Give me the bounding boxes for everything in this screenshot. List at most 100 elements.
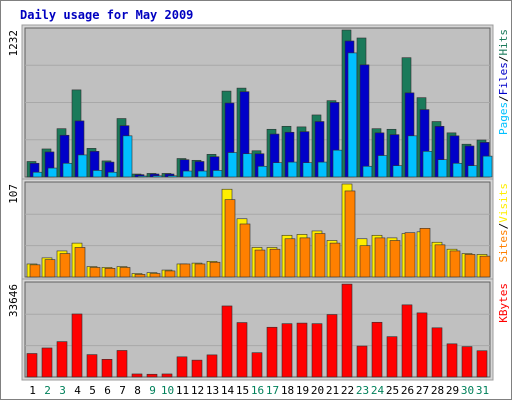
bar-kbytes-27 [416, 312, 428, 378]
bar-kbytes-22 [341, 283, 353, 378]
legend-top: Pages/Files/Hits [497, 29, 510, 135]
bar-kbytes-2 [41, 347, 53, 378]
bar-pages-29 [452, 162, 463, 178]
bar-kbytes-31 [476, 350, 488, 378]
x-axis-labels: 1 2 3 4 5 6 7 8 9 10 11 12 13 14 15 16 17 18 19 20 21 22 23 24 2… [29, 384, 489, 397]
bar-kbytes-21 [326, 314, 338, 378]
bar-sites-7 [119, 267, 131, 278]
bar-pages-15 [242, 153, 253, 178]
bar-pages-7 [122, 135, 133, 178]
bar-kbytes-6 [101, 359, 113, 378]
bar-sites-21 [329, 242, 341, 278]
x-tick-label-28: 28 [431, 384, 444, 397]
bar-pages-24 [377, 155, 388, 178]
legend-item: Hits [497, 29, 510, 56]
x-tick-label-7: 7 [119, 384, 126, 397]
bar-sites-8 [134, 274, 146, 278]
bar-pages-25 [392, 165, 403, 178]
bar-kbytes-5 [86, 354, 98, 378]
panel-middle: 107 Sites/Visits [7, 178, 510, 281]
bar-sites-15 [239, 223, 251, 278]
bar-pages-2 [47, 167, 58, 178]
bar-pages-26 [407, 135, 418, 178]
bar-kbytes-15 [236, 322, 248, 378]
bar-kbytes-26 [401, 304, 413, 378]
x-tick-label-29: 29 [446, 384, 459, 397]
bar-kbytes-18 [281, 323, 293, 378]
bar-sites-27 [419, 228, 431, 278]
bar-sites-25 [389, 240, 401, 278]
chart-panels: 1232 Pages/Files/Hits 107 Sites/Visits 33646… [7, 24, 510, 381]
x-tick-label-14: 14 [221, 384, 235, 397]
bar-pages-1 [32, 171, 43, 178]
x-tick-label-4: 4 [74, 384, 81, 397]
y-max-label: 107 [7, 184, 20, 204]
bar-sites-13 [209, 261, 221, 278]
legend-item: Sites [497, 229, 510, 262]
legend-item: KBytes [497, 283, 510, 323]
x-tick-label-21: 21 [326, 384, 339, 397]
bar-kbytes-23 [356, 345, 368, 378]
bar-kbytes-28 [431, 327, 443, 378]
bar-sites-31 [479, 255, 491, 278]
bar-pages-3 [62, 162, 73, 178]
bar-pages-23 [362, 165, 373, 178]
bar-sites-14 [224, 199, 236, 278]
bar-kbytes-16 [251, 352, 263, 378]
bar-pages-27 [422, 151, 433, 178]
x-tick-label-30: 30 [461, 384, 474, 397]
bar-pages-20 [317, 161, 328, 178]
bar-pages-6 [107, 171, 118, 178]
x-tick-label-17: 17 [266, 384, 279, 397]
bar-sites-6 [104, 268, 116, 278]
bar-pages-4 [77, 154, 88, 178]
legend-middle: Sites/Visits [497, 183, 510, 263]
bar-kbytes-10 [161, 373, 173, 378]
bar-pages-18 [287, 161, 298, 178]
bar-pages-21 [332, 149, 343, 178]
bar-pages-17 [272, 162, 283, 178]
bar-pages-9 [152, 175, 163, 178]
bar-kbytes-29 [446, 343, 458, 378]
bar-kbytes-1 [26, 353, 38, 378]
bar-sites-20 [314, 233, 326, 278]
bar-sites-19 [299, 237, 311, 278]
x-tick-label-16: 16 [251, 384, 264, 397]
bar-kbytes-8 [131, 373, 143, 378]
x-tick-label-12: 12 [191, 384, 204, 397]
bar-kbytes-13 [206, 354, 218, 378]
bar-kbytes-19 [296, 322, 308, 378]
bar-pages-22 [347, 52, 358, 178]
x-tick-label-19: 19 [296, 384, 309, 397]
bar-kbytes-24 [371, 321, 383, 378]
bar-sites-18 [284, 238, 296, 278]
x-tick-label-6: 6 [104, 384, 111, 397]
x-tick-label-20: 20 [311, 384, 324, 397]
bar-pages-30 [467, 165, 478, 178]
x-tick-label-9: 9 [149, 384, 156, 397]
bar-sites-10 [164, 270, 176, 278]
x-tick-label-27: 27 [416, 384, 429, 397]
legend-bottom: KBytes [497, 283, 510, 323]
x-tick-label-24: 24 [371, 384, 385, 397]
bar-pages-16 [257, 165, 268, 178]
x-tick-label-10: 10 [161, 384, 174, 397]
bar-pages-8 [137, 175, 148, 178]
x-tick-label-1: 1 [29, 384, 36, 397]
bar-kbytes-17 [266, 326, 278, 378]
bar-sites-17 [269, 248, 281, 278]
bar-pages-19 [302, 162, 313, 178]
bar-sites-4 [74, 247, 86, 278]
x-tick-label-31: 31 [476, 384, 489, 397]
bar-pages-13 [212, 170, 223, 178]
bar-sites-2 [44, 259, 56, 278]
x-tick-label-23: 23 [356, 384, 369, 397]
bar-sites-26 [404, 232, 416, 278]
bar-kbytes-4 [71, 313, 83, 378]
y-max-label: 1232 [7, 30, 20, 57]
x-tick-label-26: 26 [401, 384, 414, 397]
bar-sites-23 [359, 245, 371, 278]
chart-title: Daily usage for May 2009 [20, 8, 193, 22]
x-tick-label-5: 5 [89, 384, 96, 397]
